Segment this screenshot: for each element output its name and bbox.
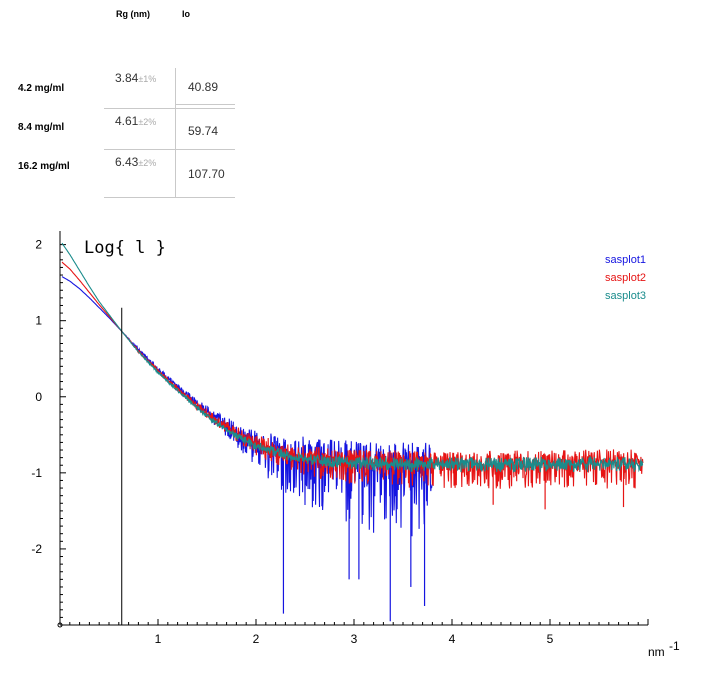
x-tick-label: 5: [547, 632, 554, 646]
io-value-2: 59.74: [188, 124, 219, 138]
x-tick-label: 2: [253, 632, 260, 646]
y-tick-label: -1: [31, 466, 42, 480]
x-tick-label: 3: [351, 632, 358, 646]
y-tick-label: 0: [35, 390, 42, 404]
legend-label-sasplot1: sasplot1: [605, 254, 646, 266]
table-divider-vertical: [175, 68, 176, 198]
io-value-3: 107.70: [188, 167, 225, 181]
x-tick-label: 4: [449, 632, 456, 646]
x-unit-label: nm: [648, 645, 665, 659]
table-divider-1: [175, 104, 235, 105]
y-tick-label: -2: [31, 542, 42, 556]
chart-title: Log{ l }: [84, 238, 166, 258]
log-intensity-chart: 1 2 3 4 5 2 1 0 -1 -2 Log{ l } nm -1 sasplot1 sasplot2…: [31, 231, 680, 659]
rg-error-1: ±1%: [138, 74, 157, 84]
rg-header: Rg (nm): [116, 9, 150, 19]
x-tick-label: 1: [155, 632, 162, 646]
rg-value-3: 6.43±2%: [115, 155, 157, 169]
rg-value-1: 3.84±1%: [115, 71, 157, 85]
table-divider-2: [104, 108, 235, 109]
rg-error-2: ±2%: [138, 117, 157, 127]
sasplot1-line: [61, 276, 433, 537]
io-header: Io: [182, 9, 190, 19]
rg-error-3: ±2%: [138, 158, 157, 168]
sasplot2-line: [61, 261, 644, 489]
y-tick-label: 1: [35, 314, 42, 328]
legend-label-sasplot3: sasplot3: [605, 290, 646, 302]
series-layer: [61, 242, 644, 625]
chart-axes: [57, 231, 649, 628]
row-label-2: 8.4 mg/ml: [18, 122, 65, 133]
y-tick-label: 2: [35, 238, 42, 252]
x-unit-superscript: -1: [669, 639, 680, 653]
sasplot3-line: [61, 242, 644, 473]
row-label-3: 16.2 mg/ml: [18, 161, 70, 172]
rg-io-table: Rg (nm) Io 4.2 mg/ml 3.84±1% 40.89 8.4 m…: [0, 0, 240, 200]
table-divider-3: [104, 149, 235, 150]
row-label-1: 4.2 mg/ml: [18, 83, 65, 94]
legend-label-sasplot2: sasplot2: [605, 272, 646, 284]
rg-value-2: 4.61±2%: [115, 114, 157, 128]
chart-labels: 1 2 3 4 5 2 1 0 -1 -2 Log{ l } nm -1 sasplot1 sasplot2…: [31, 238, 680, 659]
table-divider-4: [104, 197, 235, 198]
io-value-1: 40.89: [188, 80, 219, 94]
